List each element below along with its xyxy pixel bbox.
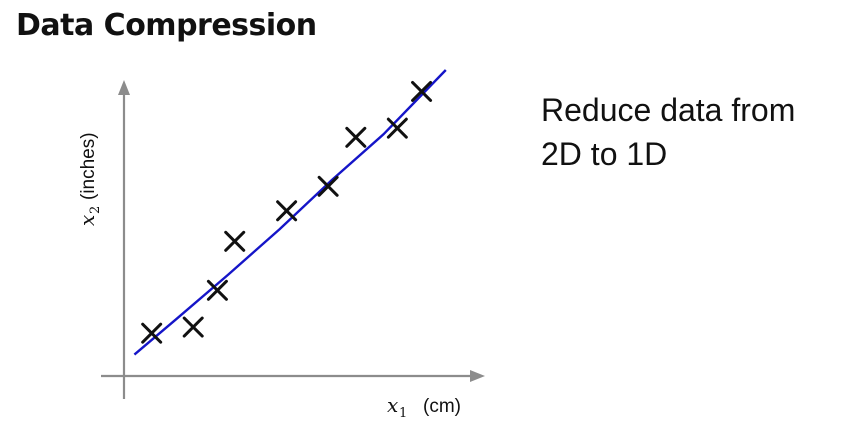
description-text: Reduce data from 2D to 1D: [541, 88, 795, 176]
data-point-4: [224, 230, 246, 252]
y-axis-label: x 2 (inches): [75, 132, 103, 226]
page-title: Data Compression: [16, 8, 317, 43]
description-line-2: 2D to 1D: [541, 136, 668, 172]
y-axis-label-unit: (inches): [78, 132, 99, 200]
description-line-1: Reduce data from: [541, 92, 796, 128]
data-point-8: [386, 117, 408, 139]
axes: [101, 80, 485, 399]
y-axis-arrow: [118, 80, 130, 95]
x-axis-label-unit: (cm): [423, 396, 461, 417]
data-point-2: [182, 316, 204, 338]
y-axis-label-var: x: [75, 215, 99, 226]
data-point-6: [317, 175, 339, 197]
x-axis-arrow: [470, 370, 485, 382]
data-point-3: [206, 279, 228, 301]
data-point-7: [345, 126, 367, 148]
x-axis-label-var: x: [387, 393, 398, 417]
data-point-9: [411, 80, 433, 102]
x-axis-label: x 1 (cm): [387, 393, 461, 421]
y-axis-label-sub: 2: [88, 206, 103, 214]
data-point-5: [276, 200, 298, 222]
x-axis-label-sub: 1: [399, 406, 407, 421]
data-points: [141, 80, 433, 344]
data-point-1: [141, 322, 163, 344]
fit-line: [133, 69, 447, 356]
